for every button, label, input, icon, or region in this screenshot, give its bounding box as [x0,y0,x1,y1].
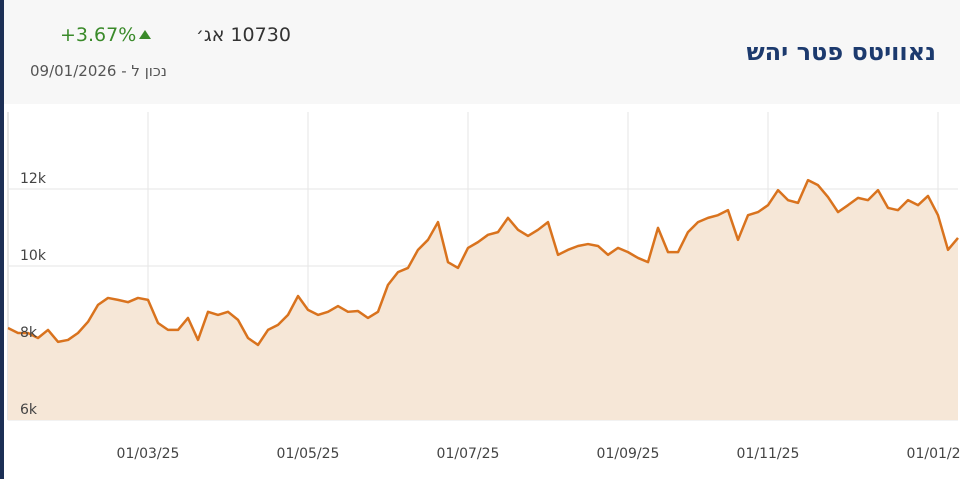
y-tick-label: 8k [20,325,38,341]
price: 10730 אג׳ [196,24,291,46]
x-tick-label: 01/09/25 [597,446,660,462]
y-tick-label: 6k [20,402,38,418]
header: נאוויטס פטר יהש 10730 אג׳ +3.67% נכון ל … [4,0,960,104]
y-tick-label: 12k [20,171,47,187]
price-line [7,178,959,347]
change: +3.67% [60,24,137,46]
edge-strip [0,0,4,479]
x-tick-label: 01/11/25 [737,446,800,462]
x-tick-label: 01/01/26 [907,446,960,462]
stock-title: נאוויטס פטר יהש [746,38,936,66]
area-fill [8,180,958,420]
as-of-date: נכון ל - 09/01/2026 [30,62,167,80]
x-tick-label: 01/07/25 [437,446,500,462]
up-arrow [139,30,151,39]
y-tick-label: 10k [20,248,47,264]
x-tick-label: 01/03/25 [117,446,180,462]
x-tick-label: 01/05/25 [277,446,340,462]
